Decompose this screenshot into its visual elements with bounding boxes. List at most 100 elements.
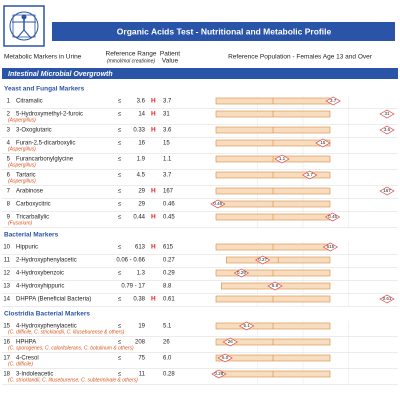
logo <box>3 5 45 47</box>
range-op: ≤ <box>118 112 122 118</box>
marker-name: 3-Oxoglutaric <box>16 128 52 134</box>
patient-value: 3.7 <box>163 99 172 105</box>
organism: (Aspergillus) <box>8 162 36 168</box>
range-op: ≤ <box>118 245 122 251</box>
range-op: ≤ <box>118 372 122 378</box>
row-number: 15 <box>3 324 10 330</box>
title: Organic Acids Test - Nutritional and Met… <box>117 26 332 36</box>
value-diamond <box>255 255 271 265</box>
patient-value: 0.45 <box>163 215 175 221</box>
value-diamond <box>325 96 341 106</box>
col-header: Patient <box>160 51 180 58</box>
range: 11 <box>139 372 146 378</box>
diamond-label: 15 <box>320 140 326 145</box>
col-header: Reference Range <box>106 51 157 58</box>
range: 208 <box>135 340 146 346</box>
range: 14 <box>138 112 145 118</box>
flag: H <box>151 214 156 221</box>
value-diamond <box>322 242 338 252</box>
patient-value: 167 <box>163 189 174 195</box>
range-op: ≤ <box>118 157 122 163</box>
section-bar <box>2 68 398 79</box>
range: 0.79 - 17 <box>121 284 145 290</box>
range: 613 <box>135 245 146 251</box>
title-bar <box>52 22 395 41</box>
patient-value: 6.0 <box>163 356 172 362</box>
value-diamond <box>274 154 290 164</box>
range-op: ≤ <box>118 202 122 208</box>
row-number: 5 <box>7 157 11 163</box>
group-title: Bacterial Markers <box>4 232 59 239</box>
marker-name: HPHPA <box>16 340 36 346</box>
range: 75 <box>138 356 145 362</box>
marker-name: DHPPA (Beneficial Bacteria) <box>16 297 91 303</box>
row-number: 3 <box>7 128 11 134</box>
col-header: (mmol/mol creatinine) <box>107 58 155 64</box>
col-header: Value <box>162 58 179 65</box>
flag: H <box>151 188 156 195</box>
value-diamond <box>379 294 395 304</box>
range: 4.5 <box>137 173 146 179</box>
patient-value: 3.7 <box>163 173 172 179</box>
diamond-label: 26 <box>228 339 234 344</box>
value-diamond <box>315 138 331 148</box>
diamond-label: 3.7 <box>307 172 314 177</box>
value-diamond <box>210 199 226 209</box>
organism: (Aspergillus) <box>8 178 36 184</box>
row-number: 10 <box>3 245 10 251</box>
range-op: ≤ <box>118 173 122 179</box>
range-op: ≤ <box>118 324 122 330</box>
diamond-label: 6.0 <box>222 355 229 360</box>
diamond-label: 31 <box>384 111 390 116</box>
range: 3.6 <box>137 99 146 105</box>
value-diamond <box>211 369 227 379</box>
row-number: 16 <box>3 340 10 346</box>
diamond-label: 0.46 <box>213 201 222 206</box>
patient-value: 26 <box>163 340 170 346</box>
diamond-label: 1.1 <box>279 156 286 161</box>
value-diamond <box>238 321 255 331</box>
organism: (Aspergillus) <box>8 146 36 152</box>
marker-name: Tartaric <box>16 173 36 179</box>
patient-value: 1.1 <box>163 157 172 163</box>
value-diamond <box>267 281 283 291</box>
patient-value: 31 <box>163 112 170 118</box>
section-title: Intestinal Microbial Overgrowth <box>8 71 113 78</box>
organism: (C. difficile) <box>8 361 33 367</box>
group-title: Yeast and Fungal Markers <box>4 86 85 93</box>
diamond-label: 0.27 <box>258 257 267 262</box>
row-number: 17 <box>3 356 10 362</box>
patient-value: 15 <box>163 141 170 147</box>
row-number: 11 <box>4 258 11 264</box>
patient-value: 0.27 <box>163 258 175 264</box>
marker-name: Furan-2,5-dicarboxylic <box>16 141 75 147</box>
diamond-label: 3.7 <box>330 98 337 103</box>
value-diamond <box>379 186 395 196</box>
marker-name: Carboxycitric <box>16 202 51 208</box>
group-title: Clostridia Bacterial Markers <box>4 311 90 318</box>
marker-name: Arabinose <box>16 189 44 195</box>
value-diamond <box>324 212 341 222</box>
marker-name: Citramalic <box>16 99 43 105</box>
flag: H <box>151 127 156 134</box>
diamond-label: 0.45 <box>328 214 337 219</box>
range-op: ≤ <box>118 340 122 346</box>
range-op: ≤ <box>118 128 122 134</box>
organism: (C. stricklandii, C. lituseburense, C. s… <box>8 377 138 383</box>
marker-name: 5-Hydroxymethyl-2-furoic <box>16 112 83 118</box>
row-number: 7 <box>7 189 11 195</box>
marker-name: 3-Indoleacetic <box>16 372 53 378</box>
value-diamond <box>217 353 233 363</box>
row-number: 14 <box>3 297 10 303</box>
diamond-label: 0.28 <box>215 371 224 376</box>
marker-name: 2-Hydroxyphenylacetic <box>16 258 77 264</box>
marker-name: 4-Hydroxybenzoic <box>16 271 64 277</box>
range-op: ≤ <box>118 271 122 277</box>
row-number: 4 <box>7 141 11 147</box>
value-diamond <box>233 268 250 278</box>
patient-value: 3.6 <box>163 128 172 134</box>
marker-name: 4-Hydroxyhippuric <box>16 284 64 290</box>
value-diamond <box>222 337 238 347</box>
range: 0.38 <box>133 297 145 303</box>
